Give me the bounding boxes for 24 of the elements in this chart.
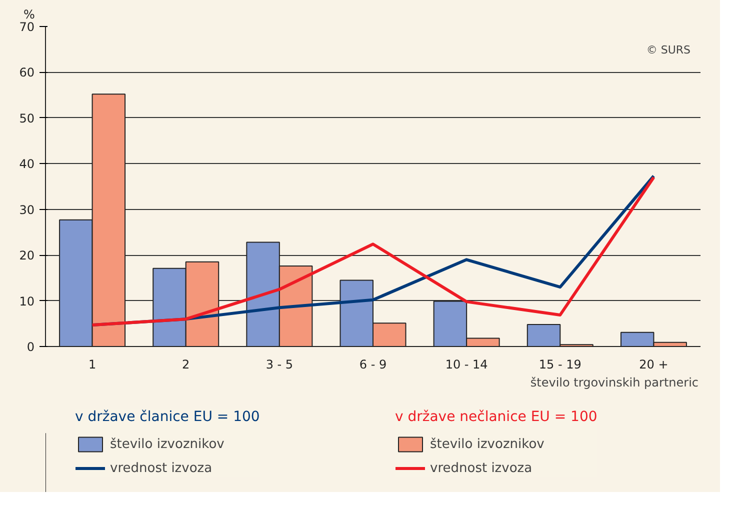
legend-label: vrednost izvoza	[110, 460, 212, 476]
y-axis-title: %	[24, 8, 35, 22]
text: v države nečlanice EU = 100	[395, 409, 598, 425]
y-tick-label: 60	[19, 66, 35, 80]
x-tick-label: 20 +	[639, 358, 668, 372]
text: v države članice EU = 100	[75, 409, 260, 425]
x-tick-label: 1	[88, 358, 96, 372]
y-tick-label: 30	[19, 202, 35, 217]
y-tick-label: 40	[19, 157, 35, 172]
x-tick-label: 6 - 9	[359, 358, 387, 372]
x-tick-label: 2	[182, 358, 190, 372]
y-tick-label: 50	[19, 111, 35, 126]
x-tick-label: 10 - 14	[445, 358, 488, 372]
legend-label: število izvoznikov	[110, 436, 224, 452]
legend-label: vrednost izvoza	[430, 460, 532, 476]
y-tick-label: 70	[19, 20, 35, 34]
x-axis-title: število trgovinskih partneric	[530, 376, 699, 390]
x-tick-label: 3 - 5	[266, 358, 294, 372]
y-tick-label: 20	[19, 248, 35, 263]
y-tick-label: 0	[26, 340, 35, 354]
y-tick-label: 10	[19, 294, 35, 308]
annotation: © SURS	[646, 44, 691, 56]
x-tick-label: 15 - 19	[538, 358, 582, 372]
legend-label: število izvoznikov	[430, 436, 544, 452]
